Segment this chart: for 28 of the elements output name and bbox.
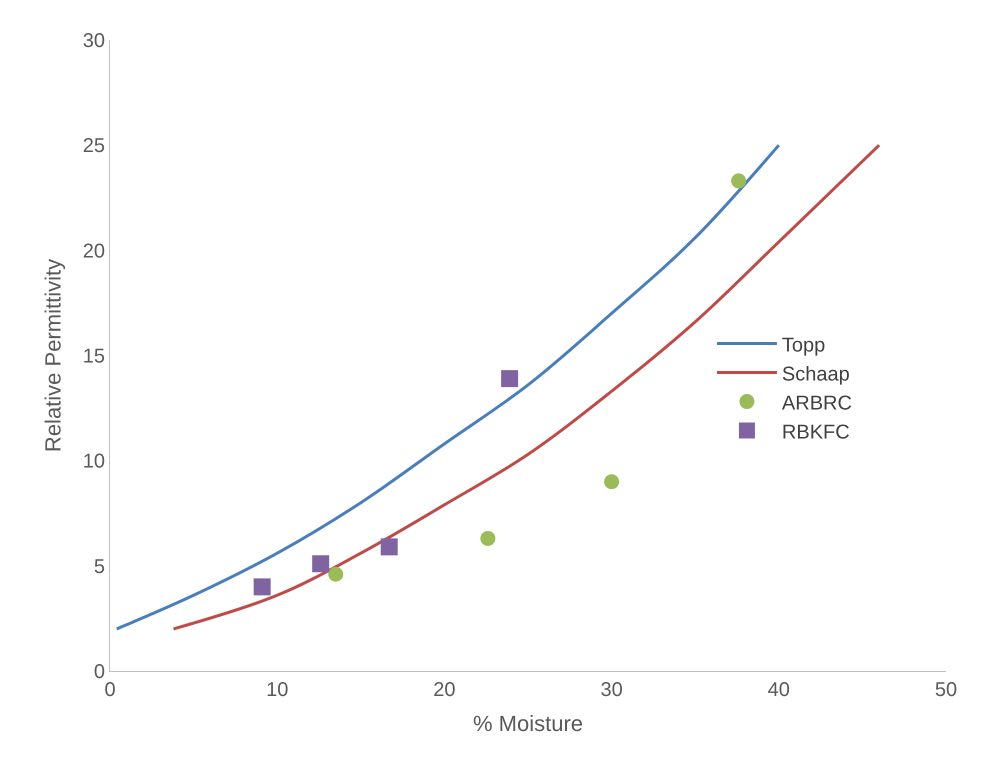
legend-label: RBKFC [782,421,850,444]
x-tick-label: 10 [266,679,288,701]
point [312,555,330,572]
legend-label: ARBRC [782,392,852,414]
y-tick-label: 0 [94,661,105,683]
point [328,566,344,582]
x-tick-label: 20 [433,679,456,701]
x-tick-label: 30 [600,679,623,701]
point [501,370,518,388]
point [731,173,746,188]
y-tick-label: 5 [94,556,105,578]
y-tick-label: 10 [82,450,105,473]
y-tick-label: 30 [82,30,105,52]
x-axis-title: % Moisture [472,710,584,736]
y-axis-title: Relative Permittivity [40,258,66,452]
x-tick-label: 40 [768,679,790,701]
point [480,530,496,546]
point [254,578,271,596]
point [604,474,620,490]
legend-label: Topp [782,334,826,356]
y-tick-label: 20 [82,240,105,262]
x-tick-label: 50 [934,679,958,701]
line-series [172,144,881,630]
legend-label: Schaap [782,363,850,386]
y-tick-label: 25 [82,135,105,158]
point [380,538,398,556]
y-tick-label: 15 [82,346,105,368]
line-series [115,144,780,630]
